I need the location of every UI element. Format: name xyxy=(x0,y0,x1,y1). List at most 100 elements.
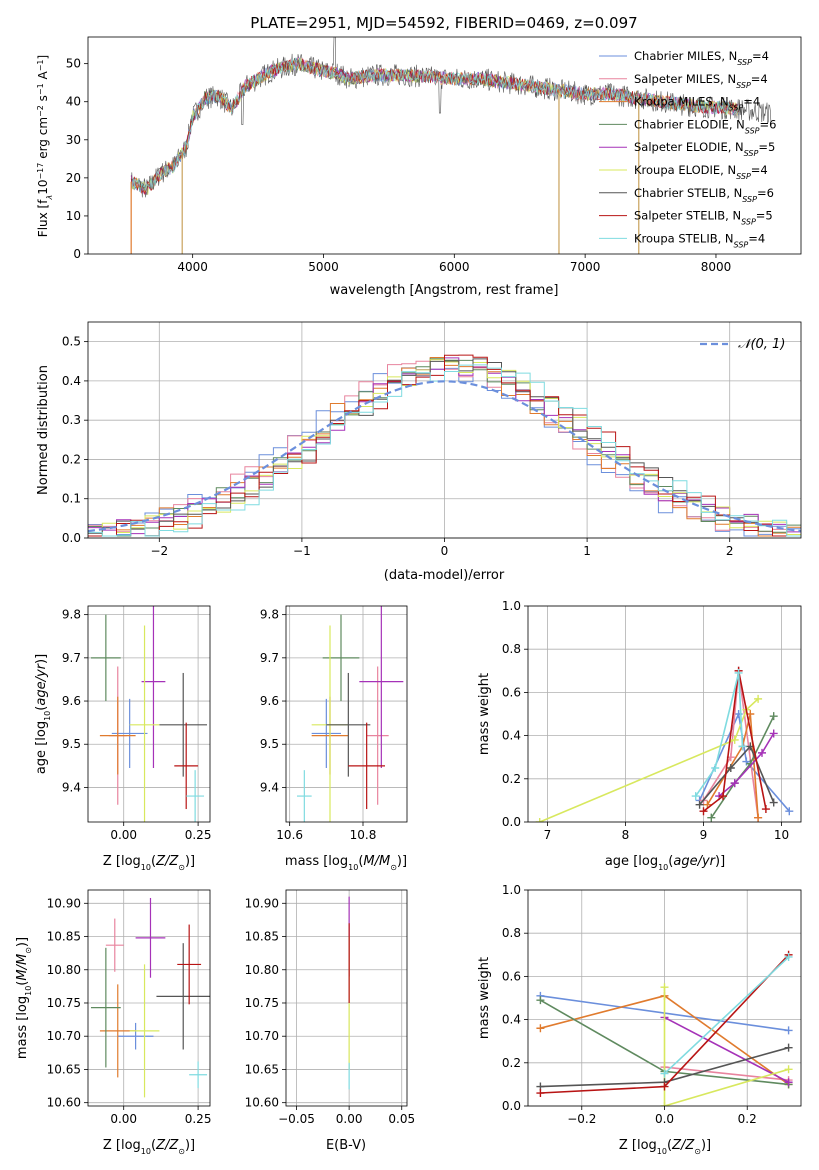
weight-point-marker xyxy=(536,1024,545,1033)
weight-point-marker xyxy=(536,996,545,1005)
y-tick-label: 9.5 xyxy=(260,737,279,751)
histogram-step-line xyxy=(88,364,801,537)
x-tick-label: 7 xyxy=(544,828,552,842)
weight-series-line xyxy=(703,670,767,812)
axes-mass-vs-EBV: −0.05 0.00 0.05 10.60 10.65 10.70 10.75 10.80 10… xyxy=(245,889,415,1153)
legend: Chabrier MILES, NSSP=4 Salpeter MILES, NS… xyxy=(599,49,776,249)
y-axis-label: mass [log10(M/M⊙)] xyxy=(15,937,33,1059)
x-tick-label: −2 xyxy=(150,544,168,558)
x-tick-label: 9 xyxy=(700,828,708,842)
legend-entry: Kroupa STELIB, NSSP=4 xyxy=(634,231,765,249)
axes-frame xyxy=(87,36,802,255)
axes-mass-vs-Z: 0.00 0.25 10.60 10.65 10.70 10.75 10.80 10.85 10… xyxy=(15,889,212,1156)
x-tick-label: 4000 xyxy=(177,260,208,274)
weight-point-marker xyxy=(785,807,794,816)
normal-reference-line xyxy=(88,380,801,533)
weight-point-marker xyxy=(707,813,716,822)
y-tick-label: 40 xyxy=(66,95,81,109)
y-axis-label: Flux [fλ10−17 erg cm−2 s−1 A−1] xyxy=(36,55,54,237)
y-tick-label: 0.5 xyxy=(62,335,81,349)
x-tick-label: 0.0 xyxy=(655,1112,674,1126)
plot-residuals xyxy=(88,354,801,537)
x-tick-label: 5000 xyxy=(308,260,339,274)
y-tick-label: 0 xyxy=(73,247,81,261)
weight-series-line xyxy=(702,670,759,818)
y-tick-label: 50 xyxy=(66,57,81,71)
y-tick-label: 10.70 xyxy=(245,1029,279,1043)
axes-weight-vs-age: 7 8 9 10 0.0 0.2 0.4 0.6 0.8 1.0 age [log10(age/yr… xyxy=(477,599,802,872)
x-tick-label: 1 xyxy=(583,544,591,558)
x-tick-label: 0 xyxy=(441,544,449,558)
y-tick-label: 0.4 xyxy=(502,729,521,743)
weight-point-marker xyxy=(660,1082,669,1091)
x-tick-label: 10 xyxy=(774,828,789,842)
x-axis-label: (data-model)/error xyxy=(384,568,505,583)
x-tick-label: 7000 xyxy=(570,260,601,274)
y-axis-label: mass weight xyxy=(477,957,492,1039)
x-tick-label: 0.2 xyxy=(738,1112,757,1126)
plot-age-vs-Z xyxy=(90,606,208,822)
y-tick-label: 9.5 xyxy=(62,737,81,751)
weight-point-marker xyxy=(699,807,708,816)
x-tick-label: 0.25 xyxy=(185,1112,212,1126)
x-tick-label: 0.00 xyxy=(336,1112,363,1126)
weight-point-marker xyxy=(769,729,778,738)
y-tick-label: 10 xyxy=(66,209,81,223)
figure-title: PLATE=2951, MJD=54592, FIBERID=0469, z=0… xyxy=(250,14,637,32)
y-tick-label: 0.2 xyxy=(62,452,81,466)
legend-entry: Salpeter ELODIE, NSSP=5 xyxy=(634,140,775,158)
y-tick-label: 20 xyxy=(66,171,81,185)
histogram-step-line xyxy=(88,354,801,537)
weight-point-marker xyxy=(761,805,770,814)
axes-frame xyxy=(285,605,408,823)
legend-entry: Chabrier MILES, NSSP=4 xyxy=(634,49,769,67)
axes-frame xyxy=(527,605,802,823)
y-tick-label: 0.4 xyxy=(62,374,81,388)
y-tick-label: 10.65 xyxy=(47,1062,81,1076)
weight-point-marker xyxy=(730,735,739,744)
y-tick-label: 1.0 xyxy=(502,883,521,897)
x-axis-label: Z [log10(Z/Z⊙)] xyxy=(619,1138,711,1156)
y-tick-label: 30 xyxy=(66,133,81,147)
y-tick-label: 10.60 xyxy=(47,1096,81,1110)
legend-entry: Chabrier ELODIE, NSSP=6 xyxy=(634,117,776,135)
x-axis-label: mass [log10(M/M⊙)] xyxy=(285,854,407,872)
weight-point-marker xyxy=(730,779,739,788)
y-axis-label: age [log10(age/yr)] xyxy=(34,654,52,774)
y-tick-label: 10.85 xyxy=(47,930,81,944)
y-tick-label: 10.70 xyxy=(47,1029,81,1043)
x-tick-label: 0.05 xyxy=(388,1112,415,1126)
weight-series-line xyxy=(663,956,790,1075)
axes-age-vs-mass: 10.6 10.8 9.4 9.5 9.6 9.7 9.8 mass [log10(M/M⊙)… xyxy=(260,605,408,872)
weight-point-marker xyxy=(784,952,793,961)
plot-spectrum xyxy=(130,37,772,254)
y-tick-label: 10.65 xyxy=(245,1062,279,1076)
y-tick-label: 9.4 xyxy=(260,780,279,794)
y-tick-label: 10.80 xyxy=(245,963,279,977)
x-tick-label: 8000 xyxy=(701,260,732,274)
y-tick-label: 0.3 xyxy=(62,413,81,427)
x-tick-label: 6000 xyxy=(439,260,470,274)
weight-point-marker xyxy=(784,1026,793,1035)
weight-series-line xyxy=(664,1016,789,1083)
y-tick-label: 9.6 xyxy=(62,694,81,708)
y-tick-label: 0.8 xyxy=(502,642,521,656)
x-tick-label: 8 xyxy=(622,828,630,842)
x-tick-label: 10.6 xyxy=(276,828,303,842)
y-tick-label: 9.8 xyxy=(62,608,81,622)
weight-point-marker xyxy=(660,983,669,992)
plot-weight-vs-Z xyxy=(536,950,793,1106)
weight-point-marker xyxy=(734,668,743,677)
weight-point-marker xyxy=(754,813,763,822)
plot-area: 4000 5000 6000 7000 800001020304050wavelengt… xyxy=(15,36,802,1156)
y-tick-label: 10.75 xyxy=(245,996,279,1010)
y-tick-label: 10.85 xyxy=(245,930,279,944)
weight-point-marker xyxy=(695,800,704,809)
legend-entry: Chabrier STELIB, NSSP=6 xyxy=(634,186,774,204)
weight-point-marker xyxy=(536,1089,545,1098)
y-tick-label: 0.4 xyxy=(502,1013,521,1027)
weight-point-marker xyxy=(726,764,735,772)
x-tick-label: 0.00 xyxy=(110,1112,137,1126)
y-tick-label: 1.0 xyxy=(502,599,521,613)
